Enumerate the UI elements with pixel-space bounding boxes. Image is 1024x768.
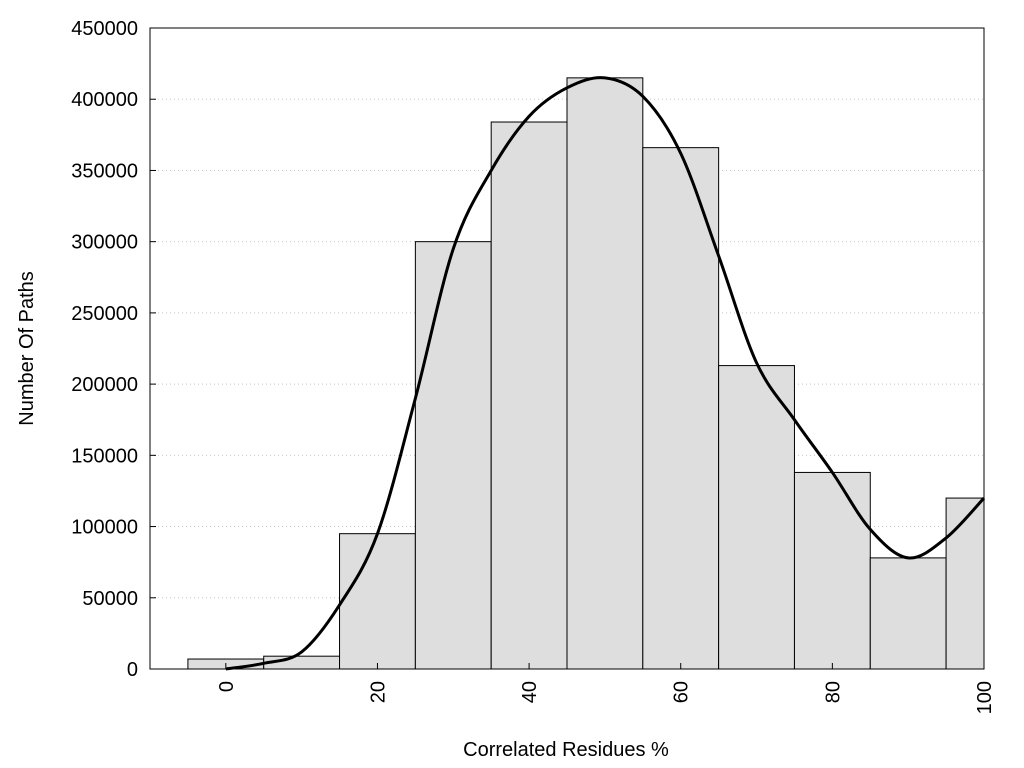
y-tick-label: 250000 — [71, 303, 138, 325]
histogram-bar — [793, 471, 871, 670]
y-axis-ticks: 0 50000 100000 150000 200000 250000 300000 3500… — [71, 18, 156, 681]
density-curve — [225, 76, 986, 671]
x-tick-label: 100 — [974, 681, 996, 714]
y-tick-label: 200000 — [71, 374, 138, 396]
y-tick-label: 400000 — [71, 89, 138, 111]
histogram-bar — [566, 77, 644, 670]
y-tick-label: 450000 — [71, 18, 138, 40]
y-tick-label: 0 — [127, 659, 138, 681]
x-axis-label: Correlated Residues % — [463, 739, 669, 761]
y-tick-label: 100000 — [71, 517, 138, 539]
histogram-bar — [718, 365, 795, 670]
x-tick-label: 20 — [367, 681, 389, 703]
x-tick-label: 0 — [216, 681, 238, 692]
y-axis-label: Number Of Paths — [16, 271, 38, 426]
y-tick-label: 150000 — [71, 445, 138, 467]
plot-frame — [149, 27, 985, 670]
x-axis-ticks: 0 20 40 60 80 100 — [216, 663, 996, 714]
x-tick-label: 40 — [519, 681, 541, 703]
histogram-bar — [339, 533, 416, 670]
x-tick-label: 80 — [822, 681, 844, 703]
y-tick-label: 300000 — [71, 232, 138, 254]
histogram-bars — [187, 77, 985, 670]
histogram-bar — [414, 241, 492, 670]
histogram-bar — [869, 557, 947, 670]
histogram-bar — [642, 147, 720, 670]
y-tick-label: 350000 — [71, 160, 138, 182]
x-tick-label: 60 — [671, 681, 693, 703]
histogram-bar — [945, 497, 985, 670]
y-tick-label: 50000 — [82, 588, 138, 610]
histogram-bar — [490, 121, 568, 670]
